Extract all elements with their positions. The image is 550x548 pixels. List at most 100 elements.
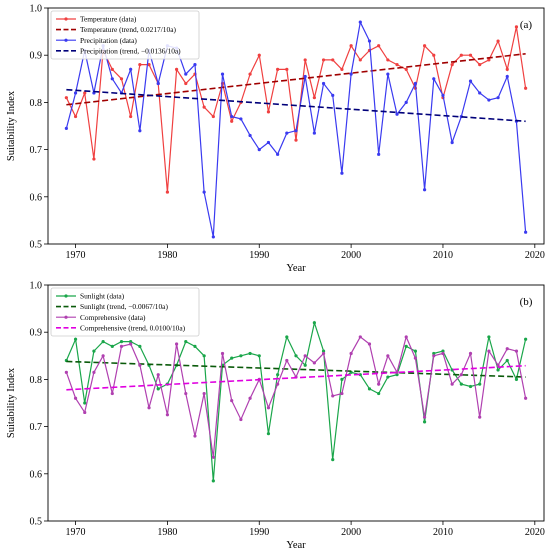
data-point	[395, 370, 399, 374]
data-point	[331, 58, 335, 62]
data-point	[230, 119, 234, 123]
data-point	[211, 114, 215, 119]
data-point	[248, 351, 252, 356]
data-point	[496, 96, 500, 100]
y-axis-label: Suitability Index	[6, 90, 17, 161]
legend-marker	[64, 294, 68, 298]
x-tick-label: 2020	[525, 527, 545, 538]
data-point	[294, 138, 298, 142]
data-point	[156, 81, 160, 86]
data-point	[92, 157, 96, 161]
data-point	[468, 79, 473, 83]
x-tick-label: 1980	[157, 527, 177, 538]
data-point	[138, 63, 142, 67]
y-tick-label: 1.0	[30, 4, 43, 15]
data-point	[441, 351, 445, 356]
y-axis-label: Suitability Index	[6, 367, 17, 438]
legend-entry: Temperature (trend, 0.0217/10a)	[56, 25, 176, 34]
data-point	[266, 432, 271, 436]
data-point	[459, 53, 463, 57]
data-point	[156, 373, 160, 377]
data-point	[312, 131, 316, 135]
data-point	[211, 455, 215, 459]
data-point	[294, 354, 298, 358]
data-point	[73, 91, 78, 95]
data-point	[73, 114, 78, 119]
x-tick-label: 1980	[157, 250, 177, 261]
data-point	[239, 354, 243, 358]
data-point	[147, 63, 151, 67]
data-point	[248, 72, 252, 76]
data-point	[404, 335, 408, 339]
data-point	[505, 358, 509, 363]
y-tick-label: 0.7	[30, 422, 43, 433]
data-point	[432, 53, 436, 57]
data-point	[377, 44, 381, 48]
data-point	[257, 354, 261, 358]
data-point	[202, 190, 206, 194]
x-tick-label: 1970	[66, 250, 86, 261]
legend: Sunlight (data)Sunlight (trend, −0.0067/…	[50, 287, 200, 337]
data-point	[220, 351, 225, 356]
data-point	[514, 25, 519, 29]
data-point	[230, 114, 234, 119]
data-point	[129, 340, 133, 344]
data-point	[276, 382, 280, 386]
data-point	[432, 77, 436, 81]
data-point	[395, 373, 399, 377]
x-tick-label: 1990	[249, 527, 269, 538]
data-point	[92, 370, 96, 374]
legend-marker	[64, 315, 68, 319]
data-point	[349, 351, 353, 356]
data-point	[422, 44, 427, 48]
data-point	[129, 114, 133, 119]
legend-entry: Temperature (data)	[56, 15, 137, 24]
legend-box	[50, 10, 200, 60]
y-tick-label: 0.7	[30, 145, 43, 156]
data-point	[432, 354, 436, 358]
data-point	[276, 373, 280, 377]
data-point	[138, 363, 142, 367]
data-point	[505, 67, 509, 71]
data-point	[119, 344, 124, 348]
x-tick-label: 2000	[341, 250, 361, 261]
plot-frame	[47, 284, 545, 522]
data-point	[395, 112, 399, 116]
data-point	[331, 458, 335, 462]
data-point	[312, 321, 316, 325]
data-point	[174, 342, 179, 346]
data-point	[193, 434, 197, 438]
legend-entry: Precipitation (trend, −0.0136/10a)	[56, 46, 181, 55]
data-point	[248, 396, 252, 400]
trend-line	[66, 88, 526, 123]
data-point	[266, 140, 271, 145]
series-comprehensive-trend-0-0100-10a	[66, 364, 526, 391]
data-point	[312, 361, 316, 365]
chart-panel-b: 1970 1980 1990 2000 2010 2020 0.5 0.6 0.7 0.8 0.9 1…	[6, 281, 545, 548]
data-point	[441, 349, 445, 353]
data-point	[340, 391, 344, 396]
y-tick-label: 0.8	[30, 98, 43, 109]
data-point	[193, 63, 197, 67]
data-point	[468, 384, 473, 389]
data-point	[230, 356, 234, 360]
x-tick-label: 2010	[433, 527, 453, 538]
data-point	[239, 117, 243, 121]
data-point	[294, 129, 298, 133]
x-axis-label: Year	[286, 540, 306, 548]
data-point	[83, 410, 87, 415]
data-point	[129, 342, 133, 346]
legend-label: Sunlight (data)	[80, 292, 125, 301]
y-tick-label: 0.9	[30, 328, 43, 339]
data-point	[321, 58, 326, 62]
data-point	[487, 349, 491, 353]
legend-entry: Precipitation (data)	[56, 36, 137, 45]
data-point	[303, 354, 307, 358]
data-point	[285, 358, 289, 363]
y-tick-label: 0.5	[30, 240, 43, 251]
data-point	[404, 100, 408, 104]
x-axis-label: Year	[286, 263, 306, 274]
data-point	[101, 340, 105, 344]
series-precipitation-trend-0-0136-10a	[66, 88, 526, 123]
data-point	[340, 171, 344, 175]
